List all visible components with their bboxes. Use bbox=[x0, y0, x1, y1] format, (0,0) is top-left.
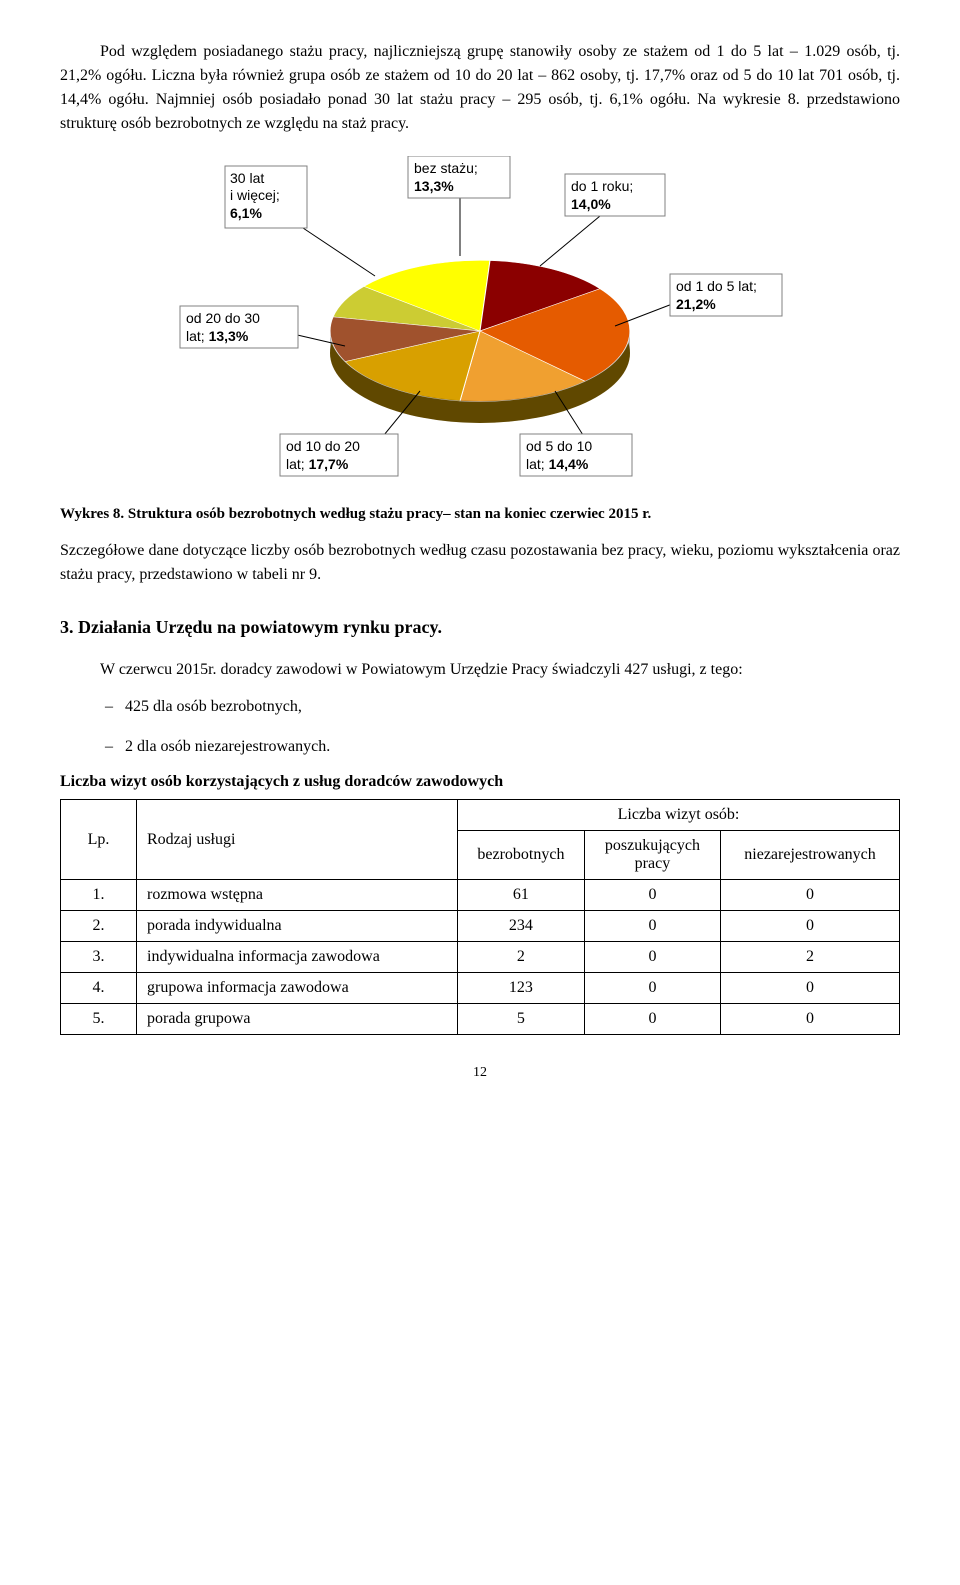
svg-text:lat; 17,7%: lat; 17,7% bbox=[286, 456, 349, 472]
table-row: 4. grupowa informacja zawodowa 123 0 0 bbox=[61, 973, 900, 1004]
th-c3: niezarejestrowanych bbox=[721, 831, 900, 880]
chart-caption: Wykres 8. Struktura osób bezrobotnych we… bbox=[60, 506, 900, 523]
visits-table: Lp. Rodzaj usługi Liczba wizyt osób: bez… bbox=[60, 799, 900, 1035]
svg-text:od 1 do 5 lat;: od 1 do 5 lat; bbox=[676, 278, 757, 294]
section-heading: 3. Działania Urzędu na powiatowym rynku … bbox=[60, 617, 900, 638]
table-row: 1. rozmowa wstępna 61 0 0 bbox=[61, 880, 900, 911]
svg-text:od 5 do 10: od 5 do 10 bbox=[526, 438, 592, 454]
table-row: 5. porada grupowa 5 0 0 bbox=[61, 1004, 900, 1035]
paragraph-1: Pod względem posiadanego stażu pracy, na… bbox=[60, 40, 900, 136]
th-lp: Lp. bbox=[61, 800, 137, 880]
svg-text:lat; 13,3%: lat; 13,3% bbox=[186, 328, 249, 344]
th-service: Rodzaj usługi bbox=[137, 800, 458, 880]
paragraph-2: Szczegółowe dane dotyczące liczby osób b… bbox=[60, 539, 900, 587]
th-group: Liczba wizyt osób: bbox=[458, 800, 900, 831]
svg-text:13,3%: 13,3% bbox=[414, 178, 454, 194]
svg-text:30 lat: 30 lat bbox=[230, 170, 264, 186]
svg-text:od 20 do 30: od 20 do 30 bbox=[186, 310, 260, 326]
th-c2: poszukującychpracy bbox=[584, 831, 720, 880]
bullet-1-text: 425 dla osób bezrobotnych, bbox=[125, 698, 302, 715]
table-row: 3. indywidualna informacja zawodowa 2 0 … bbox=[61, 942, 900, 973]
table-row: 2. porada indywidualna 234 0 0 bbox=[61, 911, 900, 942]
paragraph-3: W czerwcu 2015r. doradcy zawodowi w Powi… bbox=[60, 658, 900, 682]
svg-text:do 1 roku;: do 1 roku; bbox=[571, 178, 633, 194]
svg-text:14,0%: 14,0% bbox=[571, 196, 611, 212]
svg-text:lat; 14,4%: lat; 14,4% bbox=[526, 456, 589, 472]
svg-text:od 10 do 20: od 10 do 20 bbox=[286, 438, 360, 454]
page-number: 12 bbox=[60, 1065, 900, 1081]
table-title: Liczba wizyt osób korzystających z usług… bbox=[60, 773, 900, 791]
svg-text:bez stażu;: bez stażu; bbox=[414, 160, 478, 176]
pie-chart: 30 lat i więcej; 6,1% bez stażu; 13,3% d… bbox=[170, 156, 790, 486]
svg-text:6,1%: 6,1% bbox=[230, 205, 262, 221]
svg-text:i więcej;: i więcej; bbox=[230, 187, 280, 203]
bullet-1: –425 dla osób bezrobotnych, bbox=[105, 694, 900, 720]
bullet-2-text: 2 dla osób niezarejestrowanych. bbox=[125, 738, 330, 755]
svg-text:21,2%: 21,2% bbox=[676, 296, 716, 312]
th-c1: bezrobotnych bbox=[458, 831, 585, 880]
bullet-2: –2 dla osób niezarejestrowanych. bbox=[105, 734, 900, 760]
